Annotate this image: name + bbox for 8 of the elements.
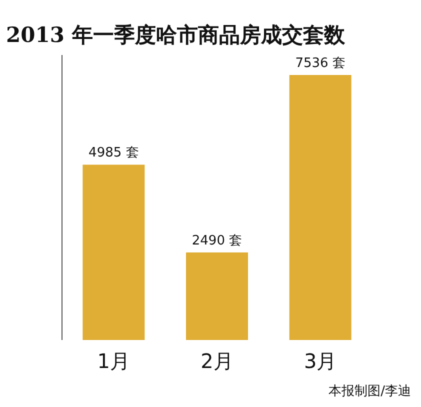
data-label: 2490 套 [192, 233, 242, 248]
data-label: 4985 套 [88, 146, 139, 161]
chart-title: 2013 年一季度哈市商品房成交套数 [6, 22, 346, 47]
data-label: 7536 套 [295, 56, 346, 71]
x-tick-label: 3月 [304, 349, 337, 373]
x-tick-label: 2月 [200, 349, 234, 373]
x-tick-label: 1月 [97, 349, 130, 373]
text: 本报制图/李迪 [328, 384, 411, 399]
